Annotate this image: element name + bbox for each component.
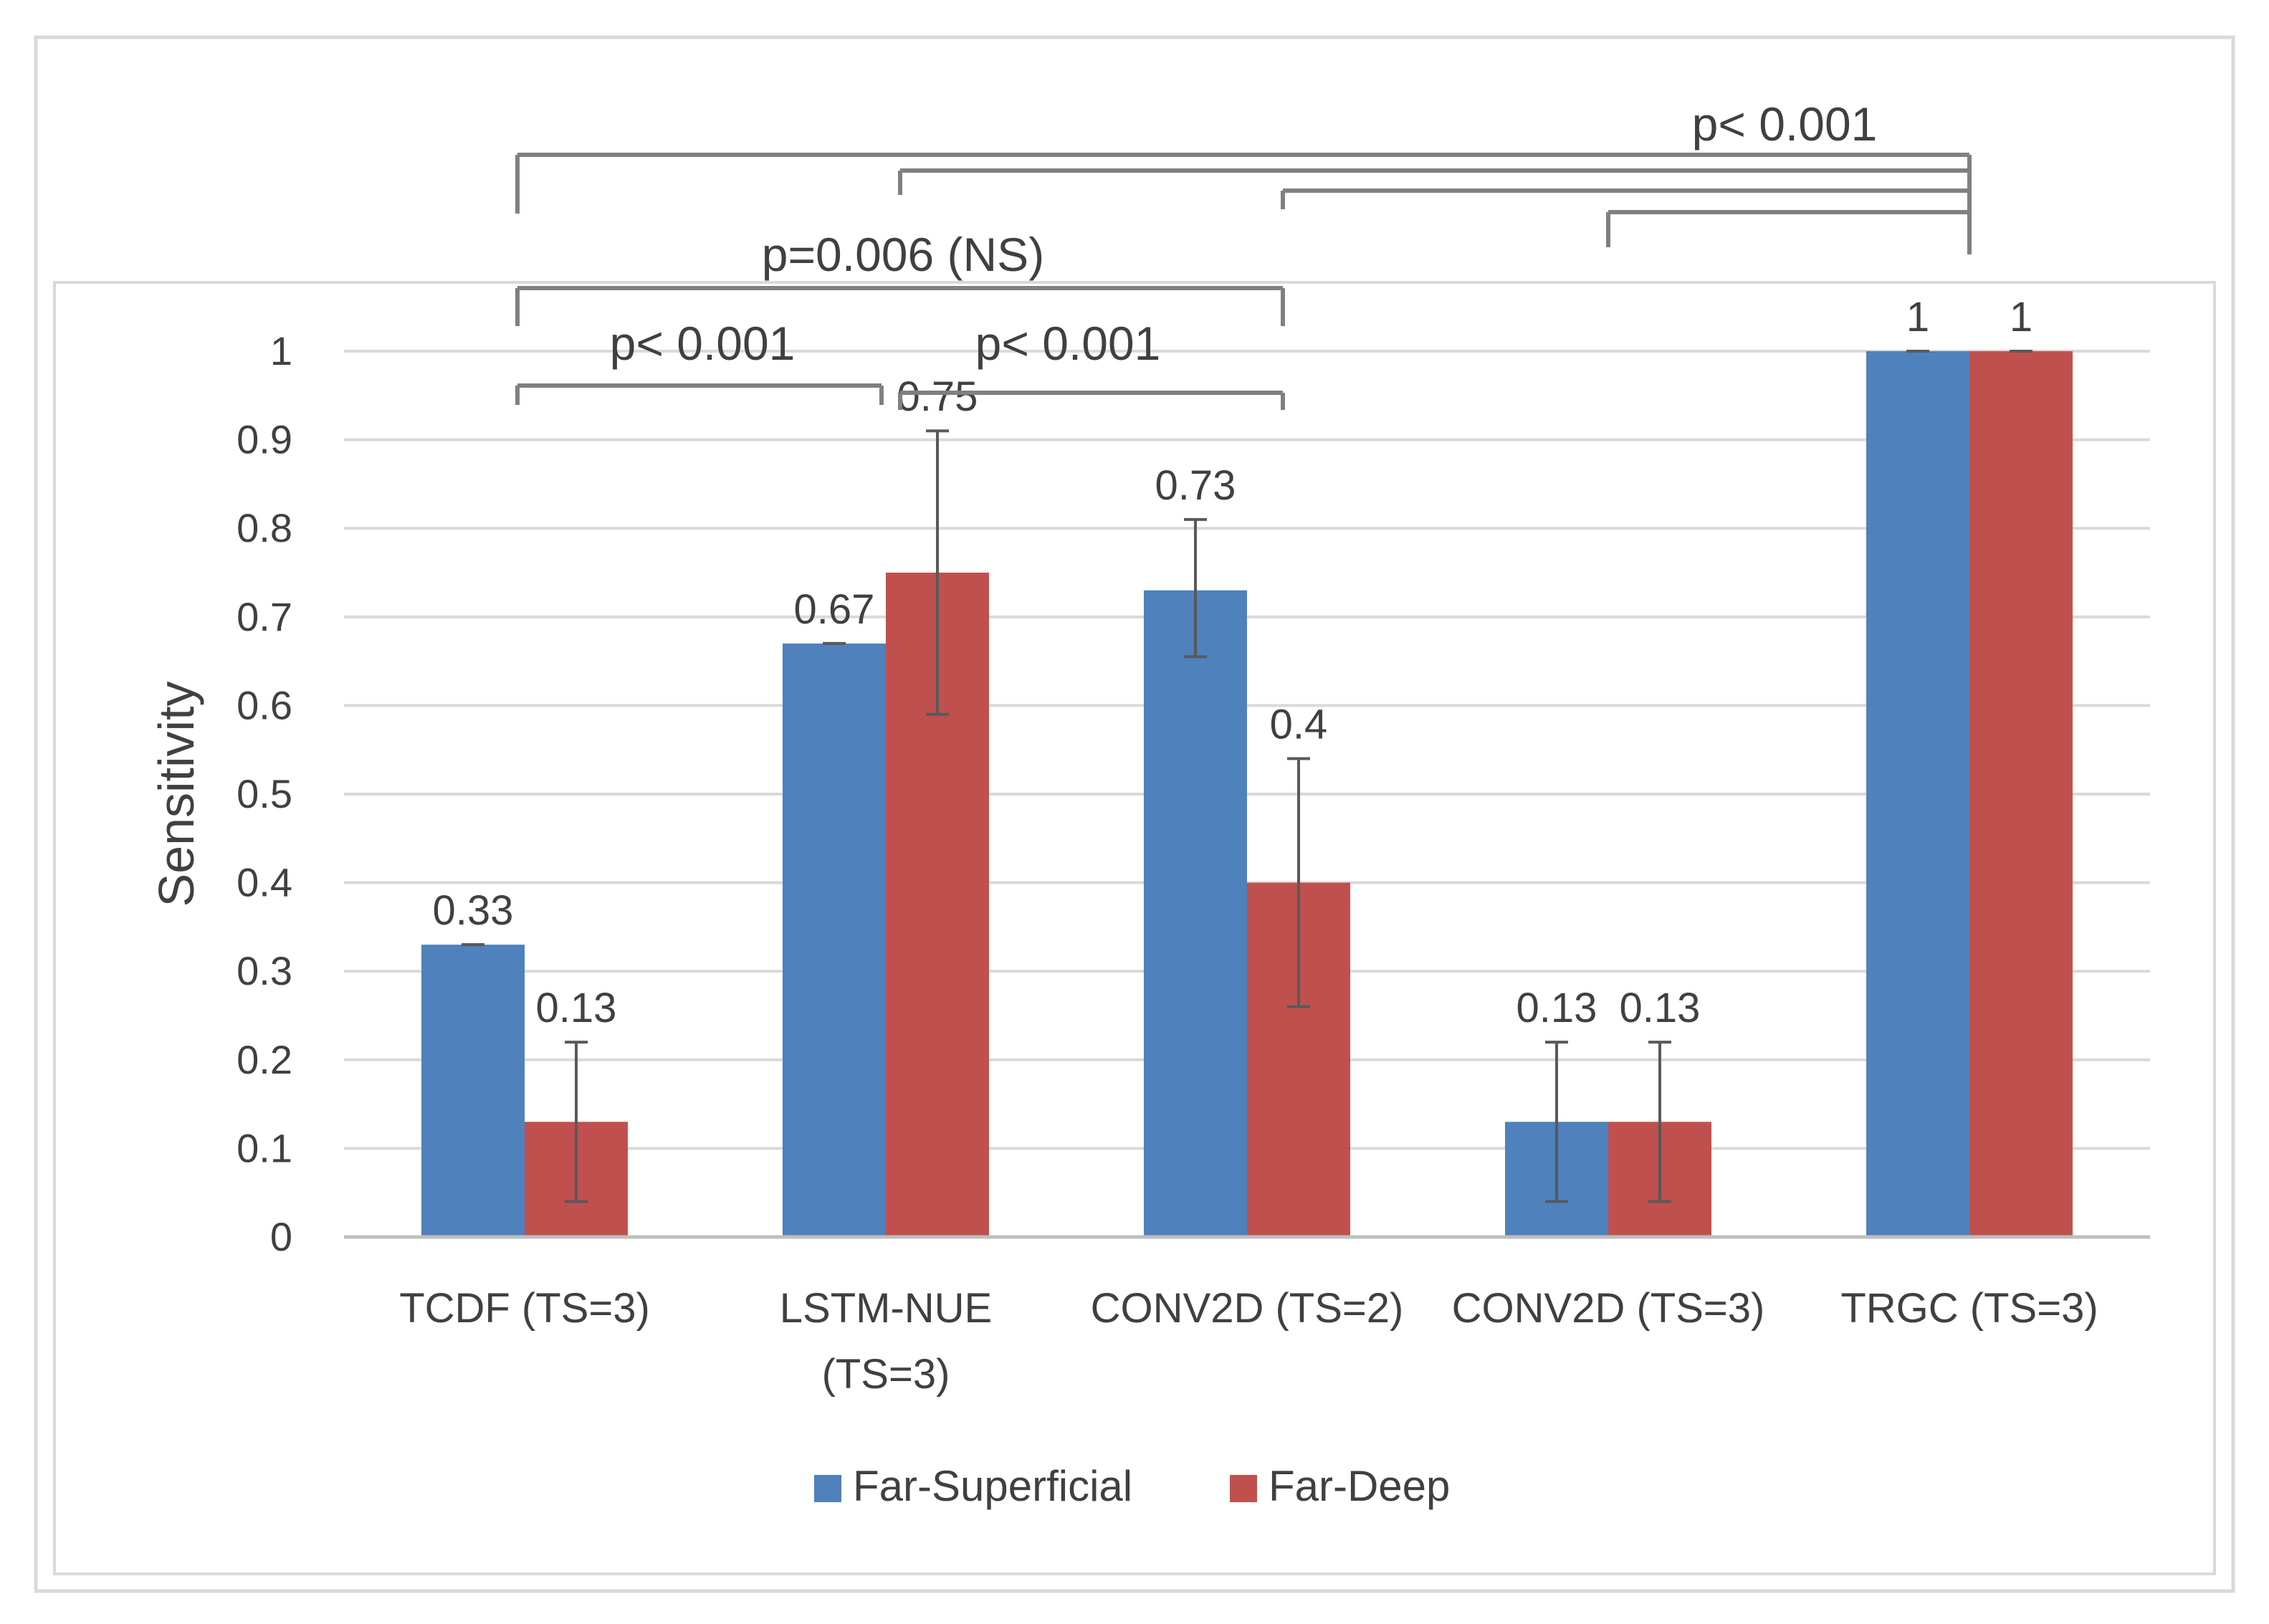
legend-label: Far-Deep — [1269, 1462, 1450, 1510]
x-tick-label: TRGC (TS=3) — [1840, 1285, 2098, 1332]
y-axis-title: Sensitivity — [148, 681, 204, 907]
data-label: 0.13 — [1620, 985, 1701, 1031]
y-tick-label: 0 — [270, 1214, 292, 1259]
data-label: 0.13 — [536, 985, 617, 1031]
data-label: 0.73 — [1155, 462, 1236, 509]
data-label: 1 — [1906, 294, 1929, 340]
error-bars — [462, 350, 2032, 1203]
legend-swatch-far-superficial — [814, 1475, 841, 1502]
x-tick-label: LSTM-NUE — [780, 1285, 992, 1332]
y-tick-label: 0.3 — [237, 948, 292, 993]
significance-label: p< 0.001 — [1692, 97, 1878, 151]
x-tick-label: TCDF (TS=3) — [399, 1285, 650, 1332]
y-tick-label: 0.5 — [237, 771, 292, 816]
legend: Far-Superficial Far-Deep — [814, 1462, 1450, 1510]
y-tick-label: 1 — [270, 328, 292, 373]
y-tick-label: 0.2 — [237, 1037, 292, 1082]
bar-far-superficial — [1866, 351, 1969, 1237]
x-tick-label: CONV2D (TS=2) — [1091, 1285, 1404, 1332]
data-label: 0.75 — [897, 373, 978, 420]
significance-brackets: p< 0.001 p< 0.001 p=0.006 (NS) p< 0.001 — [515, 97, 1972, 410]
x-tick-label: CONV2D (TS=3) — [1452, 1285, 1765, 1332]
y-tick-label: 0.9 — [237, 417, 292, 462]
significance-label: p< 0.001 — [610, 317, 796, 370]
x-tick-label: (TS=3) — [822, 1351, 950, 1398]
bar-far-deep — [1969, 351, 2073, 1237]
data-label: 0.13 — [1516, 985, 1597, 1031]
y-tick-label: 0.7 — [237, 594, 292, 639]
data-labels: 0.33 0.67 0.73 0.13 1 0.13 0.75 0.4 0.13 1 — [433, 294, 2033, 1031]
significance-label: p< 0.001 — [975, 317, 1161, 370]
data-label: 0.4 — [1270, 702, 1328, 748]
y-tick-label: 0.6 — [237, 682, 292, 727]
legend-label: Far-Superficial — [853, 1462, 1132, 1510]
y-tick-label: 0.8 — [237, 505, 292, 550]
y-tick-label: 0.4 — [237, 860, 292, 905]
plot-frame — [53, 281, 2216, 1575]
bar-far-superficial — [1144, 590, 1247, 1237]
bar-far-superficial — [421, 945, 525, 1237]
data-label: 0.33 — [433, 887, 514, 934]
axes: 0 0.1 0.2 0.3 0.4 0.5 0.6 0.7 0.8 0.9 1 Sensitivity… — [148, 328, 2150, 1398]
y-tick-label: 0.1 — [237, 1125, 292, 1170]
bar-far-superficial — [783, 643, 886, 1237]
legend-swatch-far-deep — [1230, 1475, 1257, 1502]
significance-label: p=0.006 (NS) — [762, 228, 1044, 281]
data-label: 1 — [2010, 294, 2032, 340]
data-label: 0.67 — [794, 586, 875, 633]
